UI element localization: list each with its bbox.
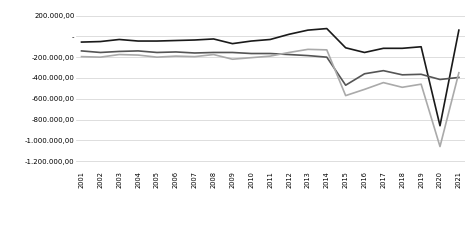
RESULTADO NOMINAL — [286, 51, 292, 54]
RESULTADO NOMINAL — [362, 88, 367, 91]
JUROS NOMINAIS — [418, 73, 424, 76]
RESULTADO NOMINAL — [79, 55, 84, 58]
JUROS NOMINAIS — [343, 84, 348, 87]
JUROS NOMINAIS — [154, 51, 160, 54]
RESULTADO NOMINAL — [135, 54, 141, 57]
JUROS NOMINAIS — [248, 52, 254, 55]
RESULTADO PRIMÁRIO — [400, 47, 405, 50]
Line: JUROS NOMINAIS: JUROS NOMINAIS — [82, 51, 459, 85]
RESULTADO NOMINAL — [211, 53, 217, 56]
RESULTADO PRIMÁRIO — [362, 51, 367, 54]
RESULTADO NOMINAL — [98, 56, 103, 59]
RESULTADO PRIMÁRIO — [154, 40, 160, 43]
RESULTADO PRIMÁRIO — [173, 39, 179, 42]
JUROS NOMINAIS — [381, 69, 386, 72]
RESULTADO PRIMÁRIO — [135, 40, 141, 43]
RESULTADO PRIMÁRIO — [79, 41, 84, 44]
JUROS NOMINAIS — [117, 50, 122, 53]
RESULTADO NOMINAL — [154, 56, 160, 59]
RESULTADO PRIMÁRIO — [248, 40, 254, 43]
RESULTADO PRIMÁRIO — [229, 42, 235, 45]
JUROS NOMINAIS — [211, 51, 217, 54]
RESULTADO PRIMÁRIO — [381, 47, 386, 50]
RESULTADO NOMINAL — [229, 58, 235, 61]
RESULTADO PRIMÁRIO — [456, 29, 462, 31]
JUROS NOMINAIS — [437, 78, 443, 81]
JUROS NOMINAIS — [305, 54, 311, 57]
RESULTADO NOMINAL — [456, 71, 462, 74]
RESULTADO PRIMÁRIO — [305, 29, 311, 31]
JUROS NOMINAIS — [98, 51, 103, 54]
RESULTADO NOMINAL — [248, 56, 254, 59]
JUROS NOMINAIS — [135, 49, 141, 52]
JUROS NOMINAIS — [79, 49, 84, 52]
RESULTADO NOMINAL — [192, 55, 198, 58]
RESULTADO NOMINAL — [400, 86, 405, 89]
JUROS NOMINAIS — [267, 52, 273, 55]
JUROS NOMINAIS — [173, 51, 179, 53]
RESULTADO NOMINAL — [418, 83, 424, 86]
RESULTADO NOMINAL — [305, 48, 311, 51]
RESULTADO PRIMÁRIO — [324, 27, 329, 30]
RESULTADO PRIMÁRIO — [117, 38, 122, 41]
RESULTADO NOMINAL — [381, 81, 386, 84]
RESULTADO PRIMÁRIO — [98, 40, 103, 43]
RESULTADO NOMINAL — [173, 55, 179, 58]
JUROS NOMINAIS — [286, 53, 292, 56]
JUROS NOMINAIS — [400, 73, 405, 76]
JUROS NOMINAIS — [362, 72, 367, 75]
RESULTADO NOMINAL — [437, 145, 443, 148]
RESULTADO PRIMÁRIO — [437, 124, 443, 127]
JUROS NOMINAIS — [192, 52, 198, 54]
RESULTADO PRIMÁRIO — [267, 38, 273, 41]
RESULTADO NOMINAL — [117, 53, 122, 56]
RESULTADO PRIMÁRIO — [211, 38, 217, 40]
RESULTADO PRIMÁRIO — [343, 46, 348, 49]
RESULTADO NOMINAL — [343, 94, 348, 97]
RESULTADO NOMINAL — [324, 48, 329, 51]
Line: RESULTADO NOMINAL: RESULTADO NOMINAL — [82, 49, 459, 147]
RESULTADO NOMINAL — [267, 55, 273, 58]
RESULTADO PRIMÁRIO — [192, 38, 198, 41]
Line: RESULTADO PRIMÁRIO: RESULTADO PRIMÁRIO — [82, 29, 459, 126]
JUROS NOMINAIS — [229, 51, 235, 54]
JUROS NOMINAIS — [324, 56, 329, 59]
JUROS NOMINAIS — [456, 76, 462, 79]
RESULTADO PRIMÁRIO — [418, 45, 424, 48]
RESULTADO PRIMÁRIO — [286, 33, 292, 36]
